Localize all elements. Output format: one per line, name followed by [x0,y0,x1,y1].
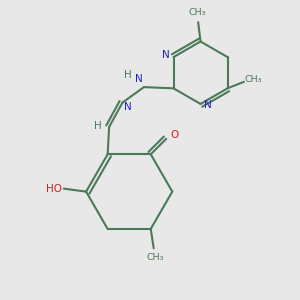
Text: H: H [94,121,102,131]
Text: CH₃: CH₃ [189,8,206,17]
Text: N: N [135,74,142,84]
Text: N: N [162,50,170,60]
Text: HO: HO [46,184,62,194]
Text: O: O [170,130,178,140]
Text: N: N [204,100,212,110]
Text: N: N [124,102,132,112]
Text: CH₃: CH₃ [146,253,164,262]
Text: CH₃: CH₃ [245,75,262,84]
Text: H: H [124,70,131,80]
